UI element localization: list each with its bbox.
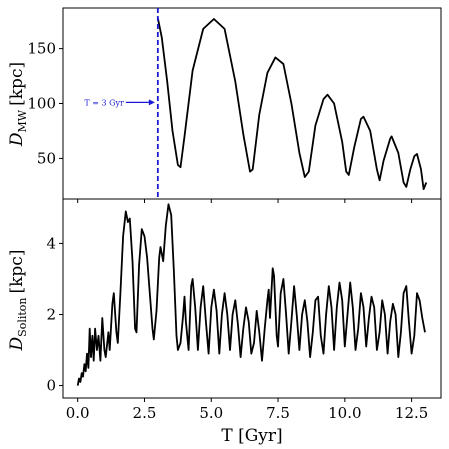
panel-milky-way-distance: 50 100 150 T = 3 Gyr DMW[kpc] (7, 7, 442, 203)
x-tick-label: 2.5 (133, 404, 157, 422)
bottom-y-axis-label: DSoliton[kpc] (7, 250, 29, 352)
top-y-axis-label: DMW[kpc] (7, 62, 29, 147)
y-tick-label: 50 (37, 149, 56, 167)
x-tick-label: 12.5 (395, 404, 428, 422)
x-tick-label: 0.0 (66, 404, 90, 422)
bottom-y-ticks: 0 2 4 (46, 234, 63, 395)
series-line-0 (76, 203, 426, 386)
panel-soliton-distance: 0 2 4 0.0 2.5 5.0 7.5 10.0 12.5 DSoliton[kpc] T… (7, 198, 442, 446)
top-series (156, 17, 428, 190)
x-tick-label: 5.0 (199, 404, 223, 422)
top-y-ticks: 50 100 150 (27, 40, 413, 203)
y-tick-label: 0 (46, 377, 56, 395)
bottom-axes-frame (62, 198, 442, 399)
annotation-label: T = 3 Gyr (84, 98, 124, 107)
y-tick-label: 4 (46, 234, 56, 252)
y-tick-label: 100 (27, 95, 56, 113)
annotation-arrowhead (148, 99, 155, 106)
top-annotation: T = 3 Gyr (84, 98, 155, 107)
y-tick-label: 2 (46, 305, 56, 323)
y-tick-label: 150 (27, 40, 56, 58)
x-axis-label: T [Gyr] (221, 426, 282, 446)
series-line-0 (156, 17, 428, 190)
bottom-series (76, 203, 426, 386)
x-tick-label: 10.0 (328, 404, 361, 422)
x-tick-label: 7.5 (266, 404, 290, 422)
bottom-x-ticks: 0.0 2.5 5.0 7.5 10.0 12.5 (66, 398, 428, 422)
